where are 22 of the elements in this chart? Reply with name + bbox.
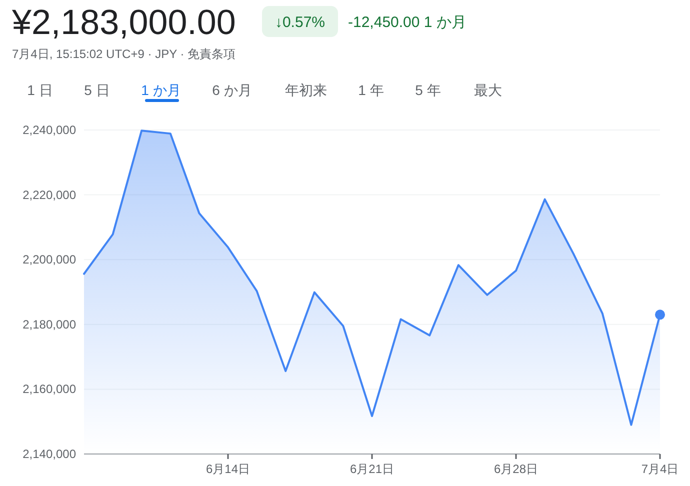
- y-tick-label: 2,160,000: [22, 382, 76, 396]
- y-tick-label: 2,200,000: [22, 252, 76, 267]
- text: 1 か月: [141, 82, 181, 98]
- chart-title: ¥2,183,000.00: [11, 3, 236, 42]
- chart-subtitle: 7月4日, 15:15:02 UTC+9 · JPY · 免責条項: [12, 47, 236, 61]
- x-tick-label: 6月21日: [350, 462, 394, 476]
- text: 5 日: [84, 82, 110, 98]
- text: ↓0.57%: [274, 14, 326, 31]
- x-tick-label: 6月14日: [206, 462, 250, 476]
- y-tick-label: 2,180,000: [22, 317, 76, 332]
- text: 最大: [474, 82, 502, 98]
- text: -12,450.00 1 か月: [348, 14, 466, 31]
- text: 1 日: [27, 82, 53, 98]
- text: 1 年: [358, 82, 384, 98]
- x-tick-label: 6月28日: [494, 462, 538, 476]
- x-tick-label: 7月4日: [641, 462, 679, 476]
- text: 年初来: [285, 82, 327, 98]
- y-tick-label: 2,140,000: [22, 447, 76, 461]
- text: 5 年: [415, 82, 441, 98]
- y-tick-label: 2,240,000: [22, 123, 76, 137]
- text: 6 か月: [212, 82, 252, 98]
- y-tick-label: 2,220,000: [22, 188, 76, 202]
